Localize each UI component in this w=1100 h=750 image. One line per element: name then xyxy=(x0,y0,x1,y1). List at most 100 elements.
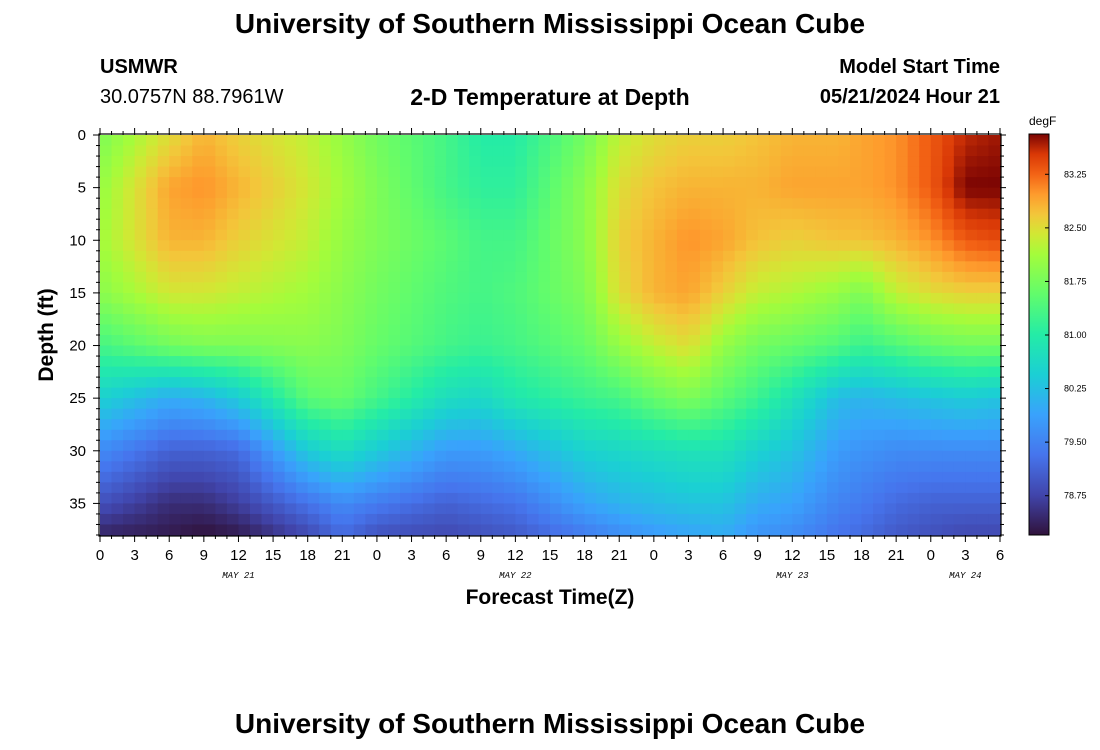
heatmap-cell xyxy=(180,250,193,262)
heatmap-cell xyxy=(319,408,332,420)
heatmap-cell xyxy=(803,429,816,441)
heatmap-cell xyxy=(919,324,932,336)
heatmap-cell xyxy=(100,198,113,210)
heatmap-cell xyxy=(711,471,724,483)
heatmap-cell xyxy=(896,208,909,220)
heatmap-cell xyxy=(688,313,701,326)
heatmap-cell xyxy=(965,366,978,378)
heatmap-cell xyxy=(711,482,724,494)
station-coordinates: 30.0757N 88.7961W xyxy=(100,86,284,108)
heatmap-cell xyxy=(723,492,736,505)
heatmap-cell xyxy=(296,271,309,283)
heatmap-cell xyxy=(319,524,332,536)
heatmap-cell xyxy=(526,471,540,483)
heatmap-cell xyxy=(919,229,932,241)
heatmap-cell xyxy=(365,208,378,220)
heatmap-cell xyxy=(861,366,874,378)
heatmap-cell xyxy=(446,229,459,241)
heatmap-cell xyxy=(815,135,828,147)
heatmap-cell xyxy=(273,145,286,157)
heatmap-cell xyxy=(665,429,678,441)
x-tick-label: 6 xyxy=(719,547,727,564)
heatmap-cell xyxy=(896,356,909,368)
heatmap-cell xyxy=(492,492,505,505)
heatmap-cell xyxy=(353,219,366,231)
heatmap-cell xyxy=(400,513,413,526)
heatmap-cell xyxy=(180,513,193,526)
heatmap-cell xyxy=(434,377,447,389)
heatmap-cell xyxy=(630,377,643,389)
heatmap-cell xyxy=(480,471,493,483)
heatmap-cell xyxy=(250,324,263,336)
heatmap-cell xyxy=(561,461,574,473)
heatmap-cell xyxy=(215,440,228,452)
heatmap-cell xyxy=(757,377,770,389)
heatmap-cell xyxy=(226,282,240,294)
heatmap-cell xyxy=(815,471,828,483)
heatmap-cell xyxy=(884,482,897,494)
heatmap-cell xyxy=(815,513,828,526)
heatmap-cell xyxy=(815,261,828,273)
heatmap-cell xyxy=(573,208,586,220)
heatmap-cell xyxy=(353,187,366,199)
heatmap-cell xyxy=(884,471,897,483)
heatmap-cell xyxy=(411,240,424,252)
heatmap-cell xyxy=(803,166,816,178)
heatmap-cell xyxy=(157,398,170,410)
heatmap-cell xyxy=(111,366,124,378)
heatmap-cell xyxy=(353,282,366,294)
heatmap-cell xyxy=(723,429,736,441)
heatmap-cell xyxy=(930,356,943,368)
heatmap-cell xyxy=(365,450,378,462)
heatmap-cell xyxy=(700,292,713,305)
heatmap-cell xyxy=(746,261,759,273)
heatmap-cell xyxy=(953,187,966,199)
heatmap-cell xyxy=(930,345,943,357)
heatmap-cell xyxy=(711,387,724,399)
heatmap-cell xyxy=(815,492,828,505)
heatmap-cell xyxy=(850,429,863,441)
heatmap-cell xyxy=(930,482,943,494)
heatmap-cell xyxy=(642,282,655,294)
heatmap-cell xyxy=(480,313,493,326)
heatmap-cell xyxy=(296,513,309,526)
heatmap-cell xyxy=(711,177,724,189)
heatmap-cell xyxy=(850,482,863,494)
heatmap-cell xyxy=(423,261,436,273)
heatmap-cell xyxy=(342,419,355,431)
heatmap-cell xyxy=(792,229,805,241)
heatmap-cell xyxy=(607,156,620,168)
heatmap-cell xyxy=(157,229,170,241)
heatmap-cell xyxy=(134,471,147,483)
heatmap-cell xyxy=(457,461,470,473)
heatmap-cell xyxy=(884,387,897,399)
heatmap-cell xyxy=(261,292,274,305)
heatmap-cell xyxy=(215,366,228,378)
heatmap-cell xyxy=(976,177,990,189)
heatmap-cell xyxy=(942,292,955,305)
heatmap-cell xyxy=(203,303,216,315)
heatmap-cell xyxy=(446,324,459,336)
heatmap-cell xyxy=(953,419,966,431)
heatmap-cell xyxy=(376,450,390,462)
heatmap-cell xyxy=(503,145,516,157)
heatmap-cell xyxy=(365,387,378,399)
heatmap-cell xyxy=(250,271,263,283)
heatmap-cell xyxy=(942,503,955,515)
heatmap-cell xyxy=(873,408,886,420)
heatmap-cell xyxy=(284,250,297,262)
heatmap-cell xyxy=(284,292,297,305)
heatmap-cell xyxy=(492,345,505,357)
heatmap-cell xyxy=(492,198,505,210)
heatmap-cell xyxy=(330,229,343,241)
heatmap-cell xyxy=(123,524,136,536)
heatmap-cell xyxy=(976,440,990,452)
heatmap-cell xyxy=(907,261,920,273)
heatmap-cell xyxy=(238,513,251,526)
heatmap-cell xyxy=(538,313,551,326)
heatmap-cell xyxy=(434,145,447,157)
heatmap-cell xyxy=(296,440,309,452)
heatmap-cell xyxy=(861,482,874,494)
heatmap-cell xyxy=(711,324,724,336)
heatmap-cell xyxy=(469,503,482,515)
